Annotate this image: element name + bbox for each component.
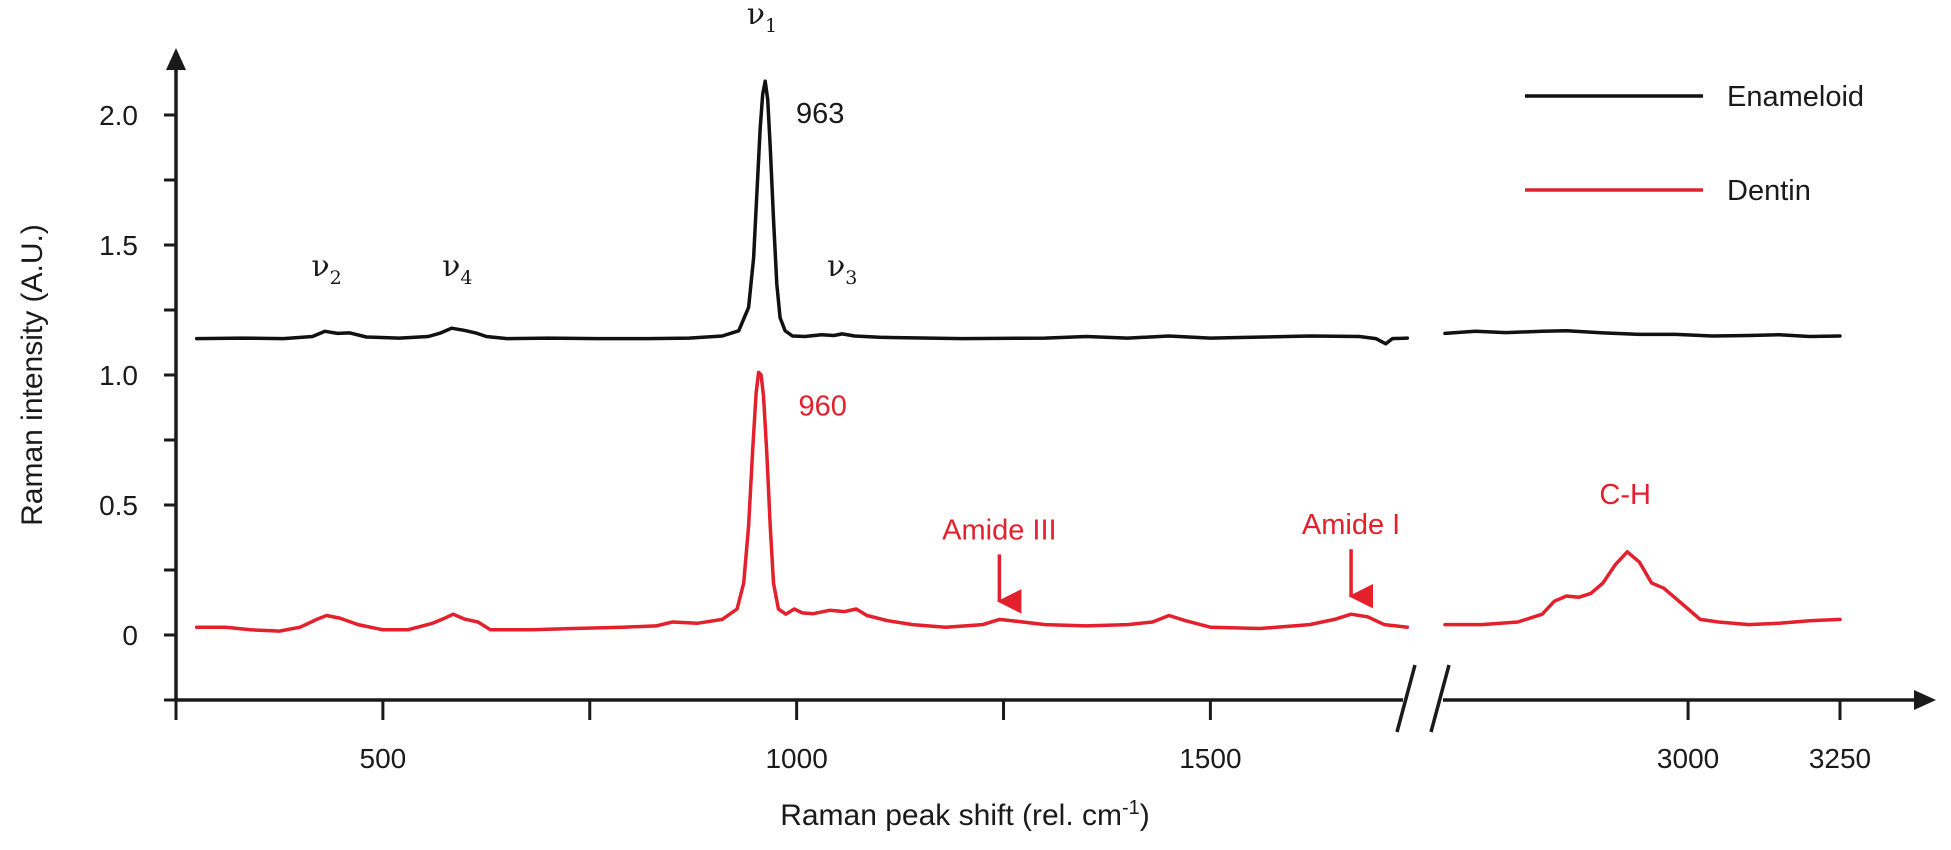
nu-label-2: ν2	[311, 249, 341, 289]
y-tick-label: 1.5	[99, 230, 138, 261]
nu-label-1: ν1	[747, 0, 777, 37]
x-axis-arrow	[1914, 690, 1936, 710]
annotation-layer: 963 960 ν1 ν2 ν4 ν3 Amide III Amide I C-H	[311, 0, 1651, 614]
y-axis-title: Raman intensity (A.U.)	[16, 224, 49, 526]
legend: Enameloid Dentin	[1525, 81, 1864, 207]
y-tick-label: 2.0	[99, 100, 138, 131]
y-axis-arrow	[166, 48, 186, 70]
x-tick-label: 3000	[1657, 743, 1719, 774]
y-tick-label: 1.0	[99, 360, 138, 391]
axis-break-mark-1	[1395, 664, 1417, 733]
y-tick-label: 0	[122, 620, 138, 651]
series-line-dentin	[194, 370, 1842, 633]
y-ticks: 0 0.5 1.0 1.5 2.0	[99, 100, 176, 702]
x-tick-label: 1500	[1179, 743, 1241, 774]
nu-label-3: ν3	[827, 249, 857, 289]
amide-label: Amide III	[942, 514, 1056, 546]
axis-break-mark-2	[1429, 664, 1451, 733]
x-tick-label: 1000	[765, 743, 827, 774]
legend-label-enameloid: Enameloid	[1727, 81, 1864, 113]
peak-label-960: 960	[799, 390, 847, 422]
legend-label-dentin: Dentin	[1727, 175, 1811, 207]
x-tick-label: 3250	[1809, 743, 1871, 774]
series-layer	[194, 79, 1842, 633]
series-line-enameloid	[194, 79, 1842, 346]
x-ticks: 500 1000 1500 3000 3250	[174, 700, 1871, 774]
x-axis-title: Raman peak shift (rel. cm-1)	[780, 797, 1150, 832]
peak-label-963: 963	[796, 98, 844, 130]
x-tick-label: 500	[360, 743, 407, 774]
nu-label-4: ν4	[442, 249, 472, 289]
y-tick-label: 0.5	[99, 490, 138, 521]
ch-label: C-H	[1599, 479, 1651, 511]
axes	[166, 48, 1936, 733]
amide-label: Amide I	[1302, 509, 1400, 541]
